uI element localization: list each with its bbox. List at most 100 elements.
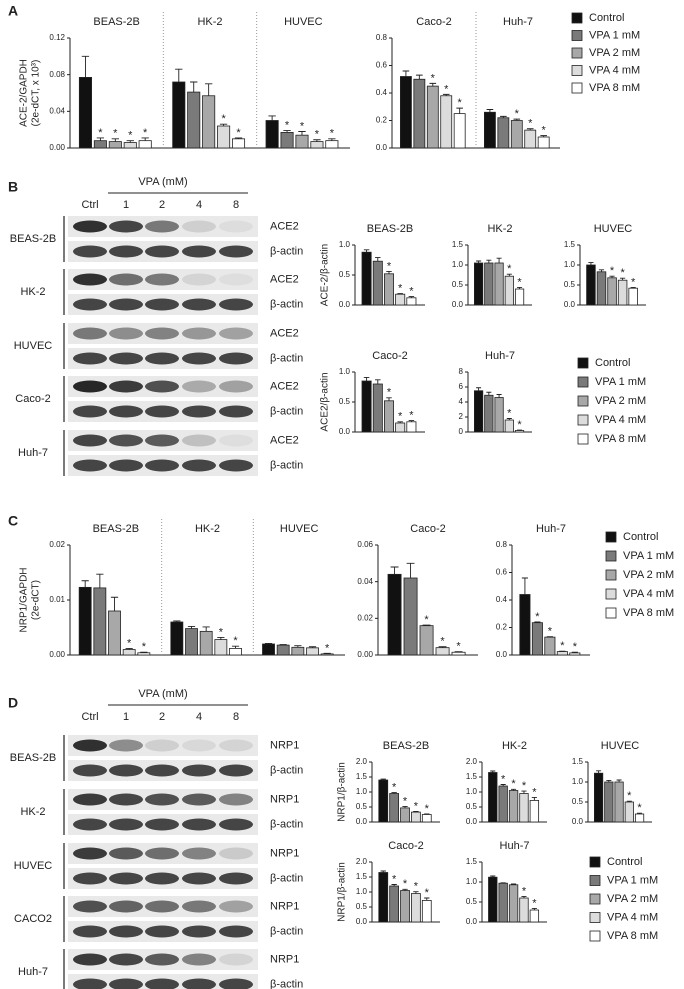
legend-swatch [589, 912, 601, 923]
blot-band [182, 872, 216, 885]
error-bar [313, 139, 321, 142]
blot-band [73, 220, 107, 233]
bar [524, 129, 537, 149]
bar [378, 872, 389, 923]
legend-swatch [571, 47, 583, 59]
significance-mark: * [631, 276, 636, 288]
bar [531, 622, 543, 656]
band-label: NRP1 [270, 739, 299, 751]
blot-band [109, 925, 143, 938]
blot-band [109, 739, 143, 752]
significance-mark: * [425, 803, 430, 815]
y-axis-label: ACE2/β-actin [320, 372, 331, 431]
band-label: NRP1 [270, 847, 299, 859]
significance-mark: * [535, 611, 540, 623]
blot-band [73, 405, 107, 418]
y-tick-label: 2 [459, 412, 464, 421]
blot-band [145, 459, 179, 472]
error-bar [391, 884, 397, 886]
significance-mark: * [98, 127, 103, 139]
significance-mark: * [532, 897, 537, 909]
bar [325, 140, 339, 149]
error-bar [476, 387, 482, 391]
blot-band [219, 327, 253, 340]
error-bar [390, 566, 399, 575]
bar [421, 900, 432, 923]
blot-band [109, 793, 143, 806]
bar [231, 138, 246, 149]
bar [170, 621, 184, 656]
legend-swatch [571, 12, 583, 24]
band-label: β-actin [270, 298, 303, 310]
bar [411, 893, 421, 923]
bar [172, 81, 186, 149]
significance-mark: * [325, 642, 330, 654]
legend-swatch [589, 893, 601, 905]
error-bar [298, 131, 306, 136]
blot-band [145, 273, 179, 286]
blot-band [145, 245, 179, 258]
blot-band [145, 352, 179, 365]
cell-label: BEAS-2B [10, 752, 56, 764]
legend-swatch [589, 875, 601, 886]
bar [214, 639, 228, 656]
y-tick-label: 6 [459, 382, 464, 391]
error-bar [511, 788, 517, 791]
error-bar [490, 770, 496, 773]
bar [508, 790, 519, 823]
y-tick-label: 1.5 [356, 872, 368, 881]
bar [544, 636, 556, 656]
bar [406, 297, 417, 306]
cell-label: Huh-7 [18, 447, 48, 459]
error-bar [511, 883, 517, 885]
significance-mark: * [143, 127, 148, 139]
y-tick-label: 0.5 [466, 802, 478, 811]
error-bar [531, 907, 537, 910]
bar [262, 643, 275, 656]
cell-label: BEAS-2B [10, 233, 56, 245]
bar [556, 651, 568, 656]
blot-band [73, 925, 107, 938]
significance-mark: * [300, 120, 305, 132]
error-bar [187, 625, 196, 629]
bar [634, 813, 645, 823]
bar [504, 419, 514, 433]
cell-label: CACO2 [14, 913, 52, 925]
blot-band [73, 380, 107, 393]
blot-band [182, 764, 216, 777]
band-label: β-actin [270, 405, 303, 417]
bar [383, 273, 394, 306]
blot-band [182, 298, 216, 311]
blot-band [182, 273, 216, 286]
bar [400, 807, 410, 823]
group-title: HUVEC [594, 223, 633, 235]
error-bar [283, 130, 291, 133]
bar [488, 876, 498, 923]
y-tick-label: 0.6 [496, 568, 508, 577]
lane-label: 4 [196, 711, 202, 723]
y-tick-label: 0.0 [466, 817, 478, 826]
bar [473, 390, 484, 433]
cell-label: HK-2 [20, 806, 45, 818]
error-bar [476, 260, 482, 263]
bar [202, 95, 216, 149]
bar [199, 630, 213, 656]
error-bar [408, 420, 415, 422]
blot-band [109, 273, 143, 286]
blot-band [219, 298, 253, 311]
y-tick-label: 2.0 [356, 857, 368, 866]
error-bar [517, 286, 523, 289]
y-tick-label: 0.8 [496, 540, 508, 549]
band-label: β-actin [270, 352, 303, 364]
blot-band [219, 245, 253, 258]
band-label: β-actin [270, 245, 303, 257]
error-bar [175, 68, 183, 82]
blot-band [145, 872, 179, 885]
error-bar [429, 82, 437, 87]
blot-header: VPA (mM) [138, 688, 187, 700]
blot-band [145, 978, 179, 989]
error-bar [375, 379, 381, 384]
bar [93, 140, 107, 149]
error-bar [126, 140, 134, 143]
y-tick-label: 0.5 [564, 280, 576, 289]
